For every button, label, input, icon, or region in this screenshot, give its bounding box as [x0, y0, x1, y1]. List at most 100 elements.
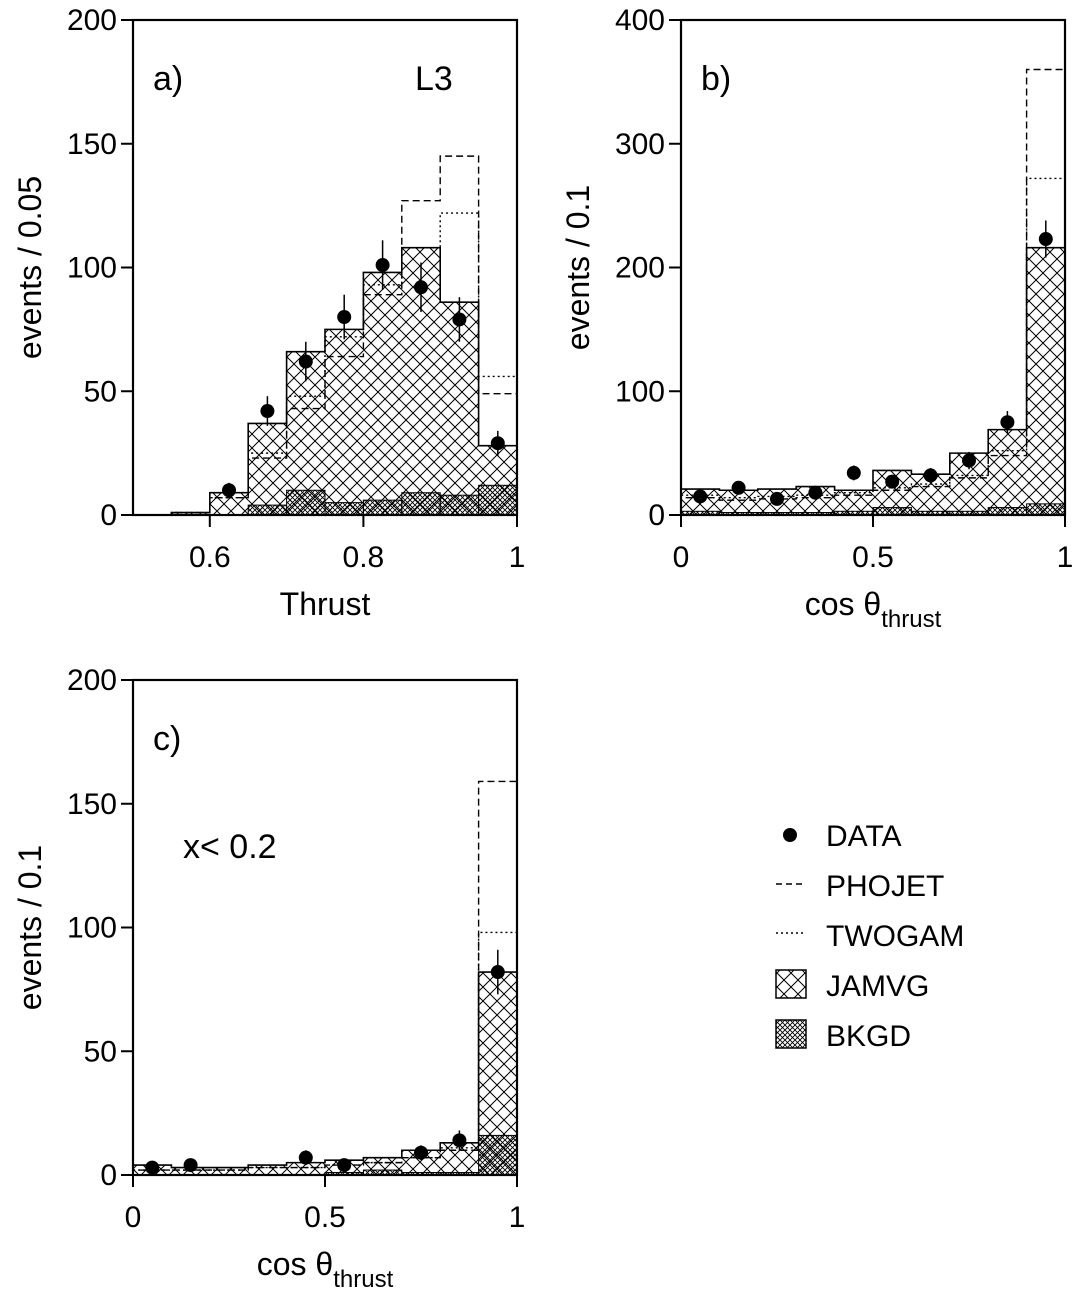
legend: DATA PHOJET TWOGAM JAMVG BKGD — [775, 820, 964, 1053]
y-axis-title: events / 0.1 — [12, 845, 48, 1010]
data-point-6 — [490, 965, 505, 980]
legend-twogam-label: TWOGAM — [826, 920, 964, 953]
x-axis-title-subscript: thrust — [881, 606, 941, 633]
experiment-label: L3 — [415, 60, 453, 98]
phojet-line — [680, 68, 1066, 515]
legend-phojet-label: PHOJET — [826, 870, 944, 903]
data-point-9 — [1038, 232, 1053, 247]
bkgd-bin-5 — [872, 507, 912, 516]
data-point-3 — [337, 310, 352, 324]
data-point-4 — [846, 465, 861, 480]
bkgd-bin-6 — [362, 499, 403, 516]
jamvg-bin-8 — [988, 429, 1027, 515]
ytick-label-2: 100 — [67, 252, 117, 285]
data-point-8 — [1000, 415, 1015, 430]
data-point-4 — [375, 258, 390, 273]
jamvg-bin-1 — [171, 512, 210, 515]
panel-label: c) — [153, 720, 181, 758]
xtick-label-1: 0.8 — [343, 541, 385, 574]
legend-bkgd-swatch — [775, 1019, 807, 1049]
panel-c: 0 50 100 150 200 0 0.5 1 events / 0.1 cos θthrust… — [12, 664, 525, 1293]
data-point-1 — [183, 1158, 198, 1173]
panel-annotation: x< 0.2 — [183, 828, 277, 866]
data-point-1 — [260, 404, 275, 419]
bkgd-bin-3 — [247, 504, 288, 516]
ytick-label-3: 150 — [67, 128, 117, 161]
xtick-label-2: 1 — [509, 541, 526, 574]
data-point-5 — [885, 474, 900, 489]
bkgd-bin-4 — [286, 489, 326, 516]
ytick-label-4: 200 — [67, 4, 117, 37]
data-point-3 — [808, 485, 823, 500]
bkgd-bin-8 — [987, 507, 1028, 516]
y-axis-title: events / 0.1 — [560, 185, 596, 350]
data-point-0 — [693, 489, 708, 504]
bkgd-bin-5 — [324, 502, 364, 516]
data-point-5 — [452, 1133, 467, 1148]
ytick-label-0: 0 — [648, 499, 665, 532]
xtick-label-0: 0 — [125, 1201, 142, 1234]
ytick-label-1: 100 — [615, 375, 665, 408]
data-point-6 — [923, 468, 938, 483]
panel-a: 0 50 100 150 200 0.6 0.8 1 events / 0.05 Thrust a) — [12, 4, 525, 622]
legend-data-label: DATA — [826, 820, 902, 853]
panel-label: a) — [153, 60, 183, 98]
xtick-label-0: 0.6 — [189, 541, 231, 574]
data-point-7 — [490, 436, 505, 451]
x-axis-title: cos θthrust — [805, 586, 942, 633]
jamvg-bin-3 — [248, 1165, 287, 1175]
y-axis-title: events / 0.05 — [12, 176, 48, 359]
ytick-label-2: 100 — [67, 912, 117, 945]
ytick-label-2: 200 — [615, 252, 665, 285]
bkgd-bin-9 — [1026, 503, 1066, 516]
xtick-label-1: 0.5 — [304, 1201, 346, 1234]
ytick-label-4: 200 — [67, 664, 117, 697]
bkgd-bin-8 — [439, 494, 480, 516]
data-point-1 — [731, 480, 746, 495]
data-point-7 — [962, 453, 976, 468]
data-point-0 — [222, 483, 236, 498]
data-point-6 — [452, 312, 467, 327]
jamvg-bin-5 — [325, 329, 364, 515]
data-point-2 — [298, 354, 313, 369]
ytick-label-1: 50 — [84, 375, 117, 408]
jamvg-bin-4 — [286, 1162, 325, 1175]
x-axis-title: cos θthrust — [257, 1246, 394, 1293]
xtick-label-0: 0 — [673, 541, 690, 574]
data-point-0 — [145, 1160, 160, 1175]
xtick-label-2: 1 — [1057, 541, 1073, 574]
data-point-3 — [337, 1158, 352, 1173]
jamvg-bin-3 — [248, 423, 287, 515]
xtick-label-1: 0.5 — [852, 541, 894, 574]
data-point-4 — [414, 1145, 428, 1160]
data-point-2 — [298, 1150, 313, 1165]
legend-jamvg-label: JAMVG — [826, 970, 929, 1003]
ytick-label-0: 0 — [100, 1159, 117, 1192]
ytick-label-0: 0 — [100, 499, 117, 532]
ytick-label-4: 400 — [615, 4, 665, 37]
jamvg-bin-6 — [363, 272, 402, 515]
legend-bkgd-label: BKGD — [826, 1020, 911, 1053]
legend-data-marker — [783, 828, 797, 842]
xtick-label-2: 1 — [509, 1201, 526, 1234]
x-axis-title: Thrust — [280, 586, 371, 622]
bkgd-bin-7 — [401, 492, 441, 516]
data-point-2 — [770, 491, 784, 506]
bkgd-bin-9 — [478, 1134, 518, 1176]
panel-label: b) — [701, 60, 731, 98]
ytick-label-3: 150 — [67, 788, 117, 821]
panel-b: 0 100 200 300 400 0 0.5 1 events / 0.1 cos θthrus… — [560, 4, 1073, 633]
twogam-line — [132, 931, 518, 1175]
bkgd-bin-9 — [478, 484, 518, 516]
twogam-line — [680, 177, 1066, 515]
axes-frame — [131, 678, 519, 1177]
x-axis-title-subscript: thrust — [333, 1266, 393, 1293]
jamvg-bin-2 — [209, 1167, 249, 1175]
ytick-label-1: 50 — [84, 1035, 117, 1068]
jamvg-bin-9 — [1026, 247, 1065, 515]
data-point-5 — [414, 280, 428, 295]
twogam-line — [133, 212, 518, 516]
legend-jamvg-swatch — [775, 969, 807, 999]
ytick-label-3: 300 — [615, 128, 665, 161]
